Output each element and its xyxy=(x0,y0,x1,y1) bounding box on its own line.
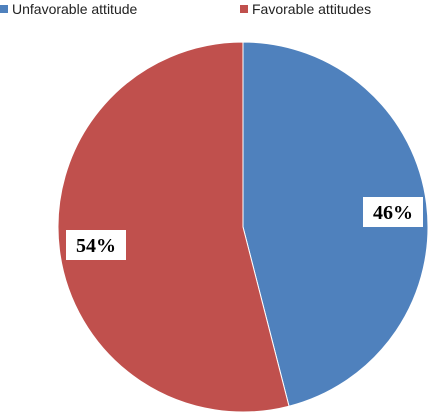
data-label-unfavorable: 46% xyxy=(363,197,423,227)
pie-slice-favorable xyxy=(57,41,290,413)
chart-legend: Unfavorable attitude Favorable attitudes xyxy=(0,0,432,22)
legend-item-favorable: Favorable attitudes xyxy=(240,1,371,17)
data-label-favorable: 54% xyxy=(66,230,126,260)
legend-swatch-unfavorable xyxy=(0,5,8,13)
data-label-favorable-box xyxy=(66,230,126,260)
data-label-unfavorable-text: 46% xyxy=(373,202,413,224)
pie-slice-unfavorable xyxy=(242,41,429,407)
legend-label-favorable: Favorable attitudes xyxy=(252,1,372,17)
data-label-unfavorable-box xyxy=(363,197,423,227)
legend-label-unfavorable: Unfavorable attitude xyxy=(12,1,138,17)
data-label-favorable-text: 54% xyxy=(76,235,116,257)
legend-item-unfavorable: Unfavorable attitude xyxy=(0,1,137,17)
legend-swatch-favorable xyxy=(240,5,248,13)
